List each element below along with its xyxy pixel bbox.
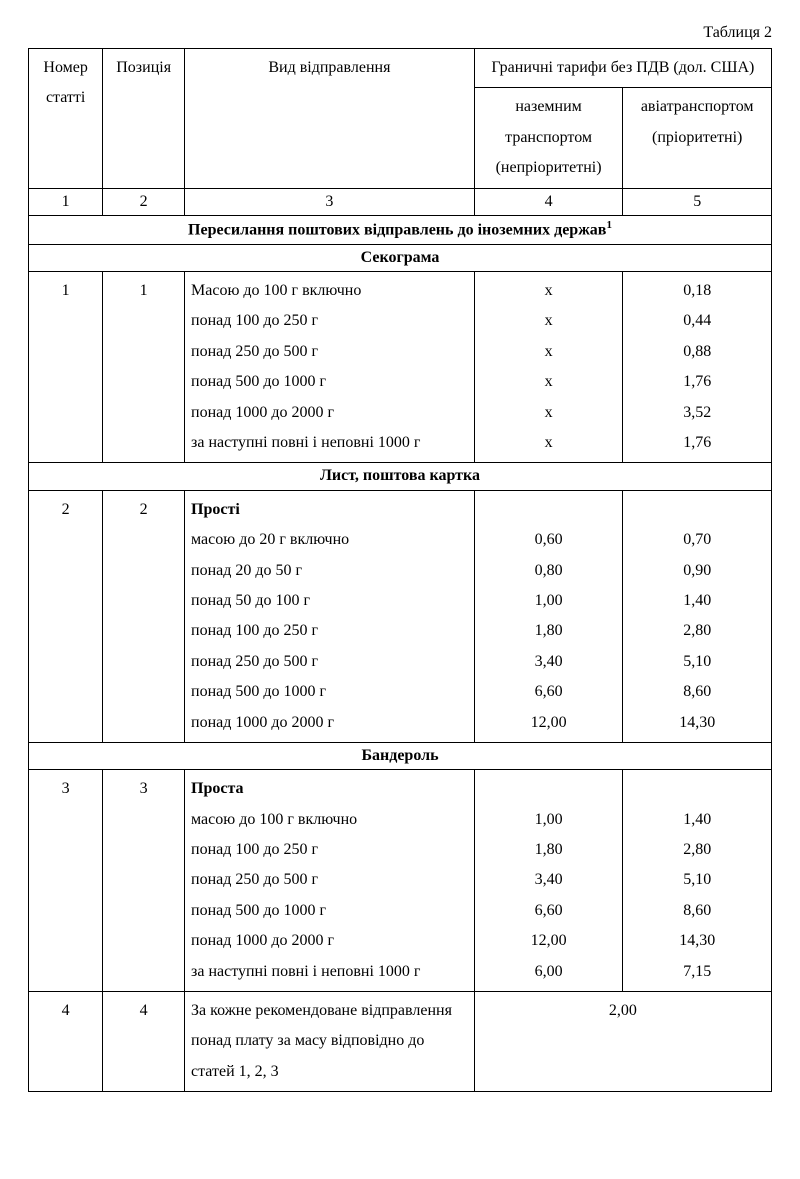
section3-sub: Бандероль [29, 742, 772, 769]
section1-sub-row: Секограма [29, 244, 772, 271]
sec3-c5: 1,40 2,80 5,10 8,60 14,30 7,15 [623, 770, 772, 992]
section4-data-row: 4 4 За кожне рекомендоване відправлення … [29, 992, 772, 1092]
sec3-desc: Простамасою до 100 г включнопонад 100 до… [185, 770, 475, 992]
section2-sub: Лист, поштова картка [29, 463, 772, 490]
sec1-pos: 1 [103, 272, 185, 463]
sec4-desc: За кожне рекомендоване відправлення пона… [185, 992, 475, 1092]
section1-title-row: Пересилання поштових відправлень до іноз… [29, 215, 772, 244]
table-header-numbers: 1 2 3 4 5 [29, 188, 772, 215]
sec3-art: 3 [29, 770, 103, 992]
colnum-5: 5 [623, 188, 772, 215]
table-caption: Таблиця 2 [28, 24, 772, 42]
sec2-c5: 0,70 0,90 1,40 2,80 5,10 8,60 14,30 [623, 490, 772, 742]
sec2-pos: 2 [103, 490, 185, 742]
sec4-merged: 2,00 [474, 992, 771, 1092]
section2-sub-row: Лист, поштова картка [29, 463, 772, 490]
sec4-art: 4 [29, 992, 103, 1092]
colnum-4: 4 [474, 188, 623, 215]
colnum-3: 3 [185, 188, 475, 215]
head-col1: Номер статті [29, 49, 103, 189]
section3-sub-row: Бандероль [29, 742, 772, 769]
sec2-art: 2 [29, 490, 103, 742]
colnum-2: 2 [103, 188, 185, 215]
sec1-c5: 0,18 0,44 0,88 1,76 3,52 1,76 [623, 272, 772, 463]
sec2-c4: 0,60 0,80 1,00 1,80 3,40 6,60 12,00 [474, 490, 623, 742]
head-col2: Позиція [103, 49, 185, 189]
section1-sub: Секограма [29, 244, 772, 271]
sec3-pos: 3 [103, 770, 185, 992]
head-col5: авіатранспортом (пріоритетні) [623, 88, 772, 188]
sec3-c4: 1,00 1,80 3,40 6,60 12,00 6,00 [474, 770, 623, 992]
sec1-c4: x x x x x x [474, 272, 623, 463]
sec1-art: 1 [29, 272, 103, 463]
head-tariff-group: Граничні тарифи без ПДВ (дол. США) [474, 49, 771, 88]
colnum-1: 1 [29, 188, 103, 215]
head-col3: Вид відправлення [185, 49, 475, 189]
section1-title: Пересилання поштових відправлень до іноз… [29, 215, 772, 244]
sec1-desc: Масою до 100 г включно понад 100 до 250 … [185, 272, 475, 463]
section3-data-row: 3 3 Простамасою до 100 г включнопонад 10… [29, 770, 772, 992]
section1-data-row: 1 1 Масою до 100 г включно понад 100 до … [29, 272, 772, 463]
section2-data-row: 2 2 Простімасою до 20 г включнопонад 20 … [29, 490, 772, 742]
table-header-row-1: Номер статті Позиція Вид відправлення Гр… [29, 49, 772, 88]
sec4-pos: 4 [103, 992, 185, 1092]
head-col4: наземним транспортом (непріоритетні) [474, 88, 623, 188]
tariff-table: Номер статті Позиція Вид відправлення Гр… [28, 48, 772, 1092]
sec2-desc: Простімасою до 20 г включнопонад 20 до 5… [185, 490, 475, 742]
